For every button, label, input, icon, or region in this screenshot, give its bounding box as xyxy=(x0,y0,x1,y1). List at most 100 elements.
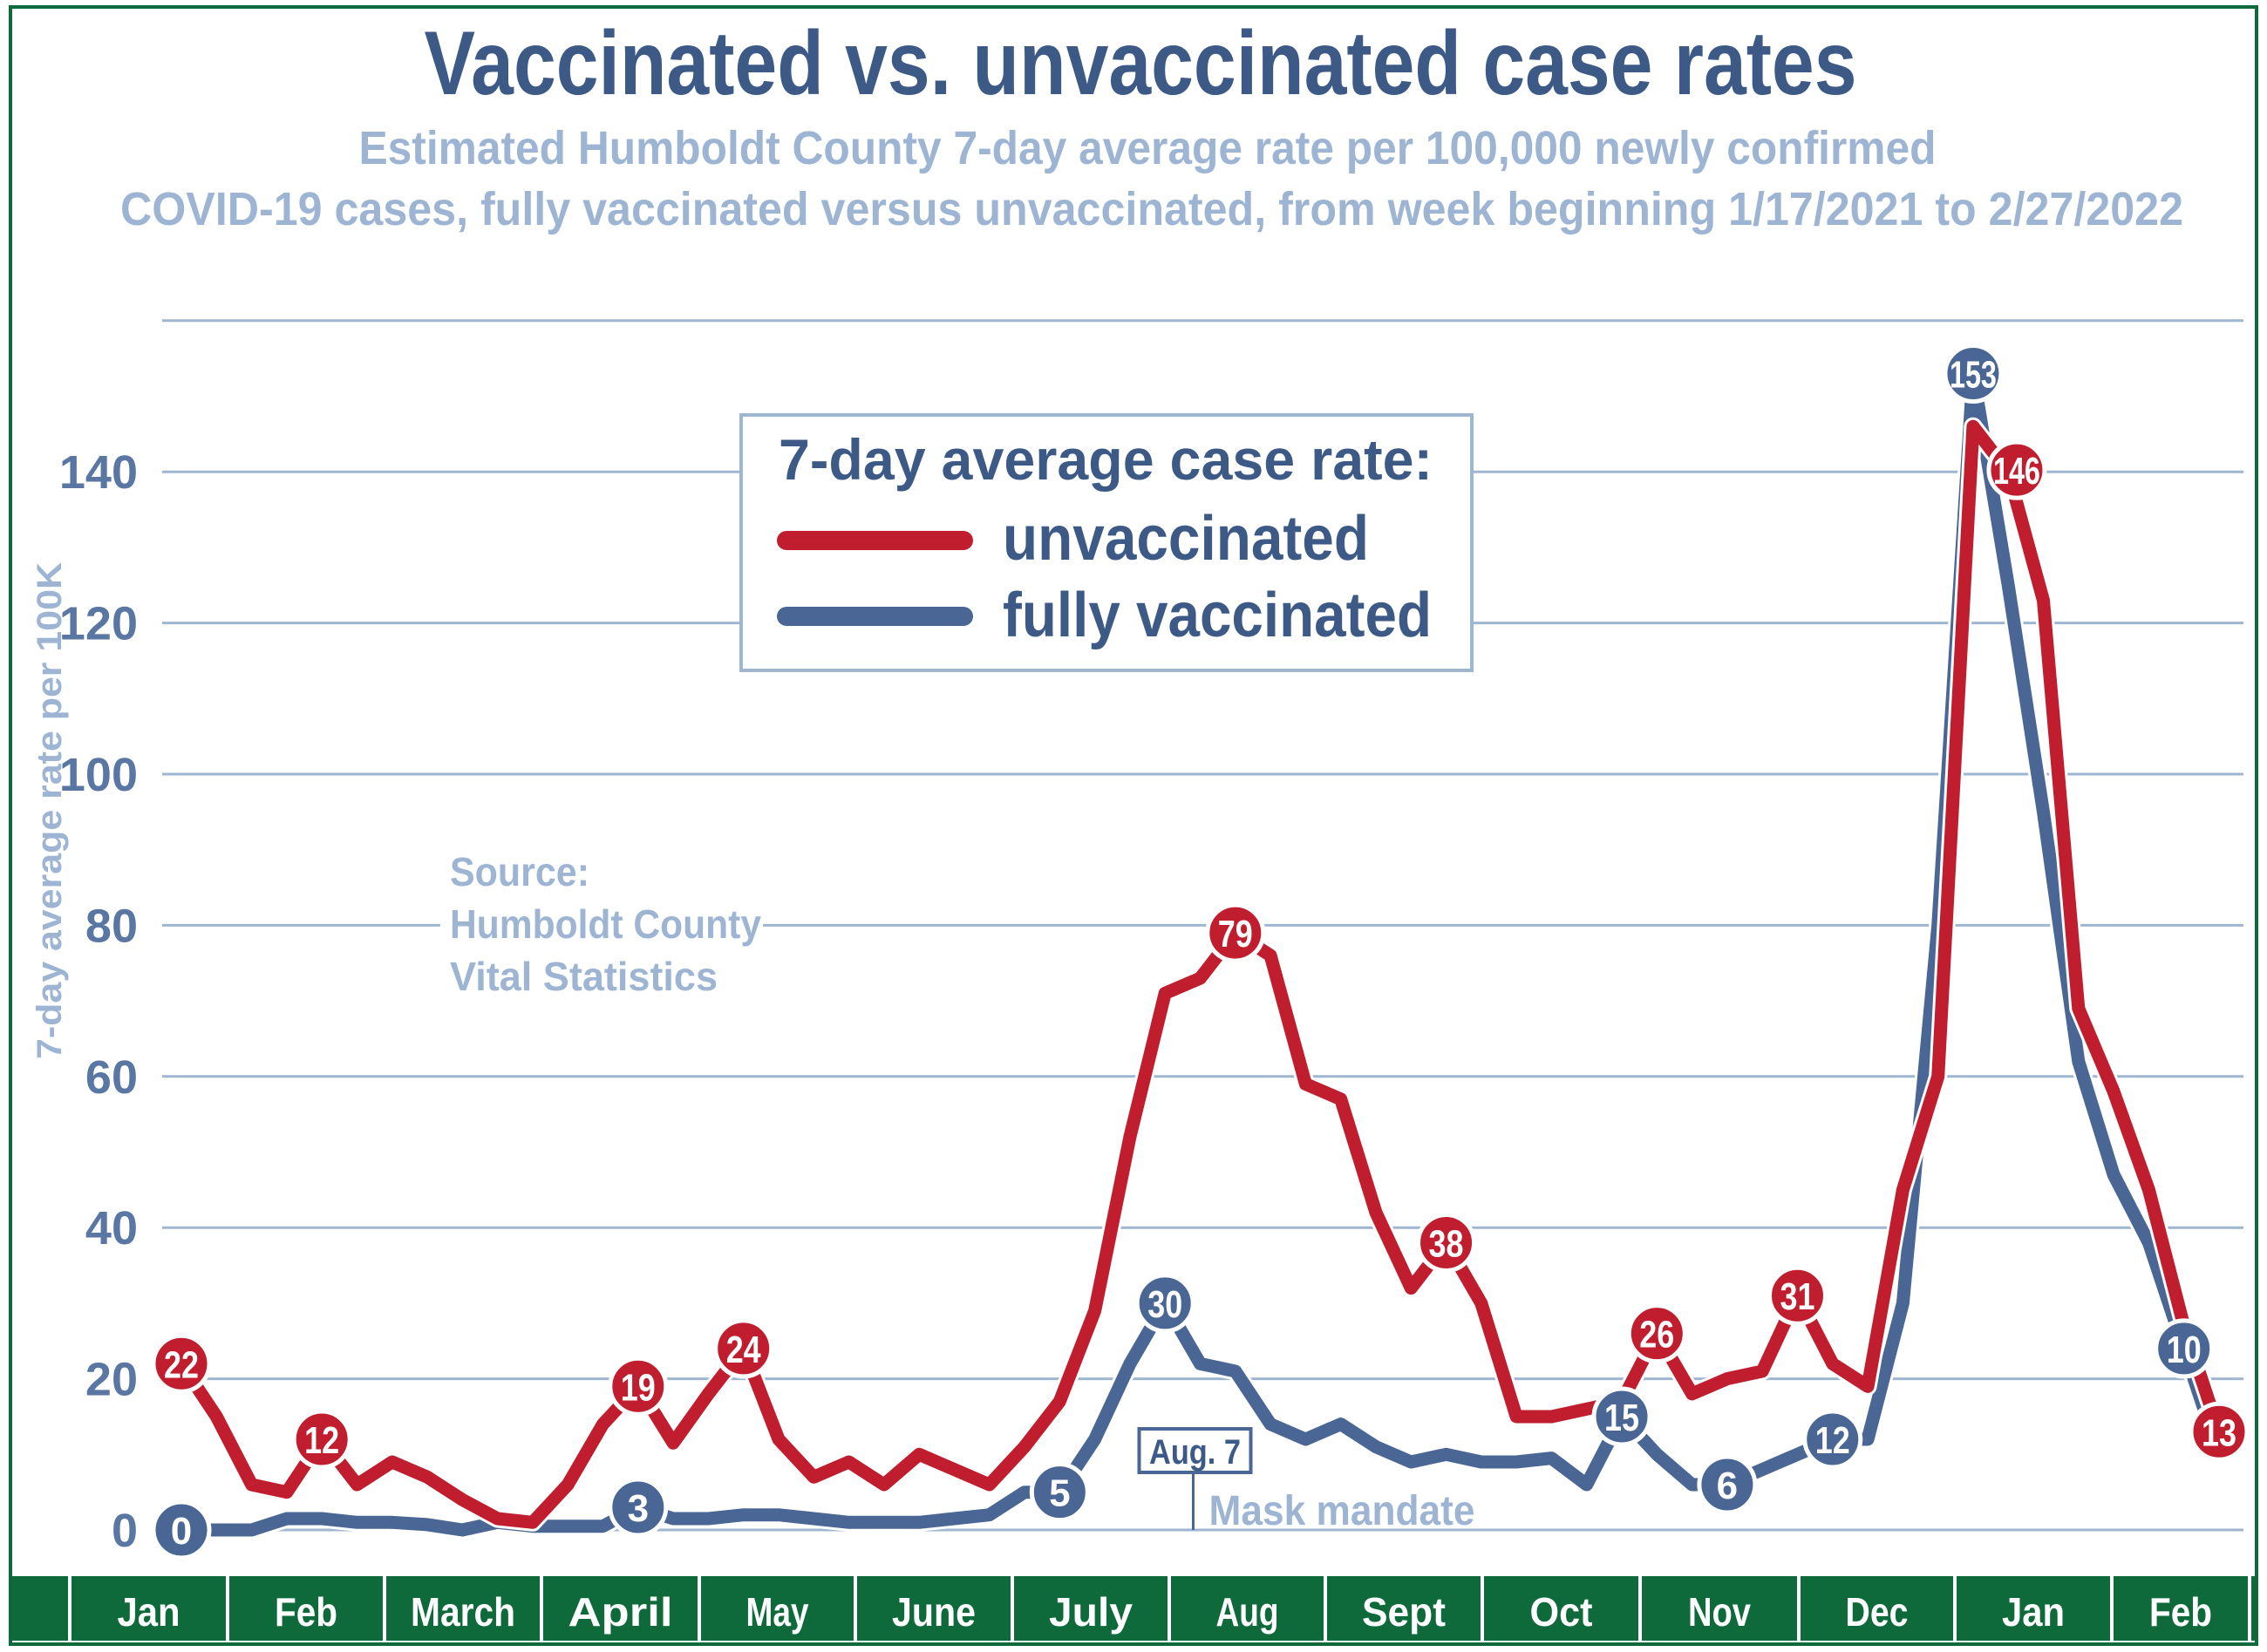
month-label: Nov xyxy=(1688,1589,1751,1635)
data-label-marker xyxy=(2189,1401,2250,1462)
month-label: Aug xyxy=(1216,1589,1279,1635)
y-tick-label: 120 xyxy=(59,598,138,650)
y-tick-label: 20 xyxy=(85,1354,138,1406)
data-label-marker xyxy=(291,1409,352,1470)
data-label-text: 15 xyxy=(1604,1397,1639,1439)
annotation-date: Aug. 7 xyxy=(1149,1433,1241,1472)
data-label-text: 13 xyxy=(2202,1411,2236,1454)
data-label-text: 12 xyxy=(1815,1419,1850,1462)
data-label-marker xyxy=(1986,439,2047,500)
month-label: Feb xyxy=(275,1589,337,1635)
annotation-date-box xyxy=(1137,1427,1253,1474)
month-bar-background xyxy=(12,1576,2255,1641)
data-label-unvaccinated: 19 xyxy=(608,1356,669,1417)
data-label-marker xyxy=(1134,1273,1195,1334)
data-label-marker xyxy=(151,1499,212,1560)
data-label-text: 5 xyxy=(1049,1472,1070,1515)
data-label-vaccinated: 0 xyxy=(151,1499,212,1560)
month-label: Feb xyxy=(2149,1589,2212,1635)
data-label-text: 146 xyxy=(1993,450,2040,493)
chart-subtitle-line2: COVID-19 cases, fully vaccinated versus … xyxy=(120,183,2183,235)
data-label-vaccinated: 30 xyxy=(1134,1273,1195,1334)
month-label: Jan xyxy=(2002,1589,2065,1635)
data-label-text: 19 xyxy=(621,1366,656,1409)
month-label: March xyxy=(411,1589,515,1635)
data-label-marker xyxy=(2154,1318,2215,1379)
data-label-unvaccinated: 38 xyxy=(1416,1213,1477,1274)
data-label-unvaccinated: 146 xyxy=(1986,439,2047,500)
data-label-vaccinated: 6 xyxy=(1697,1454,1758,1515)
data-label-marker xyxy=(1591,1386,1652,1447)
chart-subtitle-line1: Estimated Humboldt County 7-day average … xyxy=(359,122,1937,174)
data-label-unvaccinated: 26 xyxy=(1626,1303,1687,1364)
data-label-vaccinated: 12 xyxy=(1802,1409,1863,1470)
data-label-unvaccinated: 24 xyxy=(713,1318,774,1379)
source-line-2: Vital Statistics xyxy=(450,954,718,999)
data-label-unvaccinated: 13 xyxy=(2189,1401,2250,1462)
month-bar: Jan Feb March April May June July Aug Sept Oct Nov… xyxy=(12,1576,2255,1641)
source-label: Source: xyxy=(450,849,589,894)
source-note: Source: Humboldt County Vital Statistics xyxy=(440,846,763,1003)
month-label: Oct xyxy=(1530,1589,1593,1635)
data-label-marker xyxy=(1697,1454,1758,1515)
data-label-text: 79 xyxy=(1218,913,1253,955)
y-tick-label: 100 xyxy=(59,749,138,801)
legend: 7-day average case rate: unvaccinated fu… xyxy=(739,413,1474,672)
month-label: Sept xyxy=(1362,1589,1446,1635)
data-label-marker xyxy=(608,1477,669,1538)
data-label-text: 31 xyxy=(1780,1275,1814,1318)
data-label-vaccinated: 15 xyxy=(1591,1386,1652,1447)
data-label-text: 24 xyxy=(726,1329,761,1371)
y-tick-label: 80 xyxy=(85,900,138,952)
month-label: April xyxy=(568,1589,673,1635)
legend-title: 7-day average case rate: xyxy=(779,427,1433,492)
data-label-marker xyxy=(1205,902,1266,963)
data-label-vaccinated: 5 xyxy=(1029,1462,1090,1523)
chart-frame xyxy=(9,5,2258,1646)
month-label: Dec xyxy=(1846,1589,1909,1635)
data-label-text: 6 xyxy=(1717,1465,1738,1507)
y-axis-title: 7-day average rate per 100K xyxy=(31,562,69,1059)
data-label-marker xyxy=(1802,1409,1863,1470)
data-labels: 0 3 5 30 15 6 12 153 10 22 12 19 24 79 38 26 31 146 13 xyxy=(151,343,2250,1560)
legend-label-vaccinated: fully vaccinated xyxy=(1003,581,1432,650)
data-label-marker xyxy=(151,1333,212,1394)
data-label-text: 0 xyxy=(171,1510,192,1553)
data-label-marker xyxy=(1943,343,2004,404)
data-label-marker xyxy=(608,1356,669,1417)
chart-title: Vaccinated vs. unvaccinated case rates xyxy=(425,13,1857,114)
data-label-unvaccinated: 12 xyxy=(291,1409,352,1470)
data-label-unvaccinated: 31 xyxy=(1767,1265,1828,1326)
data-label-marker xyxy=(1626,1303,1687,1364)
y-tick-label: 0 xyxy=(112,1505,138,1557)
data-label-vaccinated: 153 xyxy=(1943,343,2004,404)
series-lines xyxy=(174,364,2228,1540)
annotation-label: Mask mandate xyxy=(1209,1488,1475,1534)
y-tick-label: 40 xyxy=(85,1202,138,1254)
legend-label-unvaccinated: unvaccinated xyxy=(1003,504,1369,574)
y-tick-label: 140 xyxy=(59,446,138,499)
month-label: July xyxy=(1049,1589,1133,1635)
month-label: May xyxy=(746,1589,809,1635)
data-label-text: 30 xyxy=(1147,1283,1182,1326)
data-label-text: 153 xyxy=(1950,353,1997,396)
data-label-text: 22 xyxy=(164,1343,199,1386)
mask-mandate-annotation: Aug. 7 Mask mandate xyxy=(1137,1427,1475,1534)
data-label-text: 26 xyxy=(1639,1314,1674,1356)
data-label-marker xyxy=(1767,1265,1828,1326)
y-tick-label: 60 xyxy=(85,1051,138,1104)
data-label-vaccinated: 10 xyxy=(2154,1318,2215,1379)
month-label: Jan xyxy=(118,1589,180,1635)
month-label: June xyxy=(892,1589,976,1635)
data-label-text: 38 xyxy=(1429,1223,1464,1266)
data-label-text: 3 xyxy=(628,1487,649,1530)
data-label-marker xyxy=(1029,1462,1090,1523)
source-line-1: Humboldt County xyxy=(450,901,761,947)
data-label-marker xyxy=(713,1318,774,1379)
data-label-unvaccinated: 79 xyxy=(1205,902,1266,963)
data-label-vaccinated: 3 xyxy=(608,1477,669,1538)
data-label-marker xyxy=(1416,1213,1477,1274)
y-axis-ticks: 0 20 40 60 80 100 120 140 xyxy=(59,446,138,1557)
data-label-text: 12 xyxy=(304,1419,339,1462)
